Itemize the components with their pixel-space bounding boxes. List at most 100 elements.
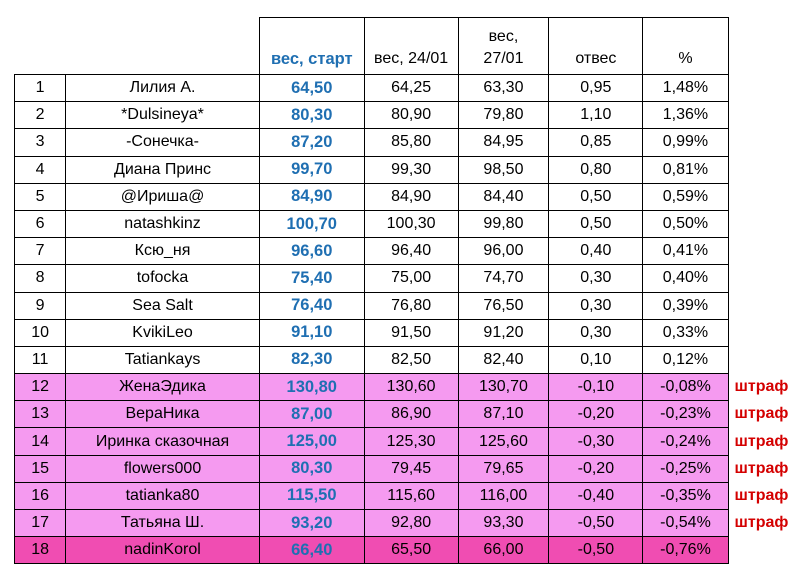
cell-start-weight: 87,00 [258,400,365,429]
cell-name: flowers000 [65,454,260,483]
cell-percent: 0,41% [642,237,729,266]
table-row: 10 KvikiLeo 91,10 91,50 91,20 0,30 0,33% [13,318,800,347]
cell-percent: 0,59% [642,182,729,211]
cell-weight-2401: 96,40 [363,237,459,266]
cell-weight-2701: 87,10 [457,400,550,429]
cell-number: 5 [13,182,67,211]
cell-weight-2701: 79,65 [457,454,550,483]
cell-number: 10 [13,318,67,347]
cell-start-weight: 64,50 [258,73,365,103]
cell-name: Ксю_ня [65,237,260,266]
header-weight-2701: вес, 27/01 [457,17,550,75]
cell-name: Иринка сказочная [65,427,260,456]
penalty-label: штраф [728,400,800,428]
table-row: 9 Sea Salt 76,40 76,80 76,50 0,30 0,39% [13,291,800,320]
cell-start-weight: 80,30 [258,101,365,130]
cell-loss: -0,30 [548,427,644,456]
cell-start-weight: 91,10 [258,318,365,347]
cell-start-weight: 100,70 [258,209,365,239]
cell-name: tofocka [65,264,260,293]
cell-weight-2401: 99,30 [363,155,459,184]
table-row: 3 -Сонечка- 87,20 85,80 84,95 0,85 0,99% [13,128,800,157]
cell-weight-2701: 96,00 [457,237,550,266]
penalty-label [728,292,800,320]
weight-loss-table: вес, старт вес, 24/01 вес, 27/01 отвес % … [13,17,800,564]
cell-name: Sea Salt [65,291,260,320]
cell-loss: 0,50 [548,209,644,239]
cell-number: 15 [13,454,67,483]
cell-weight-2401: 64,25 [363,73,459,103]
cell-percent: 1,48% [642,73,729,103]
penalty-label [728,156,800,184]
cell-number: 1 [13,73,67,103]
table-row: 15 flowers000 80,30 79,45 79,65 -0,20 -0,25% шт… [13,454,800,483]
penalty-label: штраф [728,455,800,483]
cell-number: 7 [13,237,67,266]
cell-weight-2401: 79,45 [363,454,459,483]
table-row: 1 Лилия А. 64,50 64,25 63,30 0,95 1,48% [13,73,800,103]
cell-weight-2401: 125,30 [363,427,459,456]
cell-name: Tatiankays [65,345,260,375]
cell-number: 8 [13,264,67,293]
penalty-label [728,536,800,564]
cell-loss: -0,50 [548,536,644,564]
table-row: 6 natashkinz 100,70 100,30 99,80 0,50 0,50% [13,209,800,239]
cell-weight-2701: 98,50 [457,155,550,184]
cell-start-weight: 84,90 [258,182,365,211]
cell-start-weight: 66,40 [258,536,365,564]
cell-percent: 0,50% [642,209,729,239]
penalty-label: штраф [728,509,800,537]
cell-weight-2701: 79,80 [457,101,550,130]
cell-weight-2401: 85,80 [363,128,459,157]
cell-weight-2401: 100,30 [363,209,459,239]
table-row: 4 Диана Принс 99,70 99,30 98,50 0,80 0,81% [13,155,800,184]
cell-number: 17 [13,508,67,538]
cell-name: tatianka80 [65,481,260,511]
cell-weight-2401: 76,80 [363,291,459,320]
cell-percent: 0,39% [642,291,729,320]
cell-start-weight: 80,30 [258,454,365,483]
cell-percent: -0,76% [642,536,729,564]
cell-number: 6 [13,209,67,239]
cell-weight-2701: 93,30 [457,508,550,538]
cell-name: Диана Принс [65,155,260,184]
cell-weight-2701: 84,40 [457,182,550,211]
cell-name: KvikiLeo [65,318,260,347]
penalty-label [728,319,800,347]
cell-weight-2401: 82,50 [363,345,459,375]
cell-weight-2701: 116,00 [457,481,550,511]
cell-weight-2701: 84,95 [457,128,550,157]
penalty-label [728,128,800,157]
cell-weight-2701: 125,60 [457,427,550,456]
table-row: 16 tatianka80 115,50 115,60 116,00 -0,40 -0,35… [13,481,800,511]
header-weight-2701-line2: 27/01 [483,50,524,67]
cell-start-weight: 82,30 [258,345,365,375]
table-row: 14 Иринка сказочная 125,00 125,30 125,60 -0,3… [13,427,800,456]
header-loss: отвес [548,17,644,75]
cell-start-weight: 115,50 [258,481,365,511]
cell-weight-2401: 84,90 [363,182,459,211]
cell-number: 11 [13,345,67,375]
cell-percent: -0,23% [642,400,729,429]
cell-number: 16 [13,481,67,511]
cell-number: 3 [13,128,67,157]
header-blank-num [15,18,66,75]
cell-loss: -0,20 [548,400,644,429]
cell-loss: 1,10 [548,101,644,130]
penalty-label [728,264,800,292]
cell-start-weight: 76,40 [258,291,365,320]
cell-loss: 0,30 [548,291,644,320]
cell-number: 4 [13,155,67,184]
cell-name: ВераНика [65,400,260,429]
table-row: 17 Татьяна Ш. 93,20 92,80 93,30 -0,50 -0,54% шт… [13,508,800,538]
penalty-label: штраф [728,482,800,510]
cell-loss: 0,85 [548,128,644,157]
cell-number: 13 [13,400,67,429]
table-row: 11 Tatiankays 82,30 82,50 82,40 0,10 0,12% [13,345,800,375]
cell-number: 9 [13,291,67,320]
cell-loss: -0,40 [548,481,644,511]
cell-percent: 0,99% [642,128,729,157]
cell-name: *Dulsineya* [65,101,260,130]
penalty-label [728,346,800,374]
